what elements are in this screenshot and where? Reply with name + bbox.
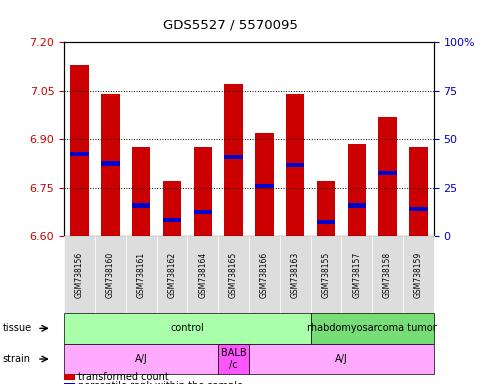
Text: BALB
/c: BALB /c (221, 348, 246, 370)
Bar (132, 147, 150, 236)
Bar (70, 65, 89, 236)
Bar (317, 220, 335, 224)
Text: A/J: A/J (135, 354, 147, 364)
Bar (132, 204, 150, 208)
Text: strain: strain (2, 354, 31, 364)
Text: tissue: tissue (2, 323, 32, 333)
Bar (409, 207, 427, 211)
Bar (193, 147, 212, 236)
Text: GSM738165: GSM738165 (229, 252, 238, 298)
Text: GSM738158: GSM738158 (383, 252, 392, 298)
Text: control: control (171, 323, 204, 333)
Bar (348, 204, 366, 208)
Text: GDS5527 / 5570095: GDS5527 / 5570095 (163, 18, 298, 31)
Bar (101, 161, 120, 166)
Bar (286, 94, 305, 236)
Bar (101, 94, 120, 236)
Text: GSM738156: GSM738156 (75, 252, 84, 298)
Bar (255, 133, 274, 236)
Bar (378, 171, 397, 175)
Text: GSM738155: GSM738155 (321, 252, 330, 298)
Bar (224, 84, 243, 236)
Bar (163, 181, 181, 236)
Text: GSM738164: GSM738164 (198, 252, 207, 298)
Text: GSM738160: GSM738160 (106, 252, 115, 298)
Text: GSM738159: GSM738159 (414, 252, 423, 298)
Text: A/J: A/J (335, 354, 348, 364)
Bar (348, 144, 366, 236)
Text: GSM738157: GSM738157 (352, 252, 361, 298)
Bar (317, 181, 335, 236)
Bar (163, 218, 181, 222)
Text: GSM738166: GSM738166 (260, 252, 269, 298)
Text: GSM738162: GSM738162 (168, 252, 176, 298)
Text: GSM738163: GSM738163 (291, 252, 300, 298)
Text: percentile rank within the sample: percentile rank within the sample (78, 381, 243, 384)
Text: rhabdomyosarcoma tumor: rhabdomyosarcoma tumor (307, 323, 437, 333)
Text: GSM738161: GSM738161 (137, 252, 145, 298)
Bar (409, 147, 427, 236)
Bar (70, 152, 89, 156)
Bar (255, 184, 274, 188)
Bar (193, 210, 212, 214)
Bar (378, 117, 397, 236)
Text: transformed count: transformed count (78, 372, 169, 382)
Bar (224, 155, 243, 159)
Bar (286, 163, 305, 167)
